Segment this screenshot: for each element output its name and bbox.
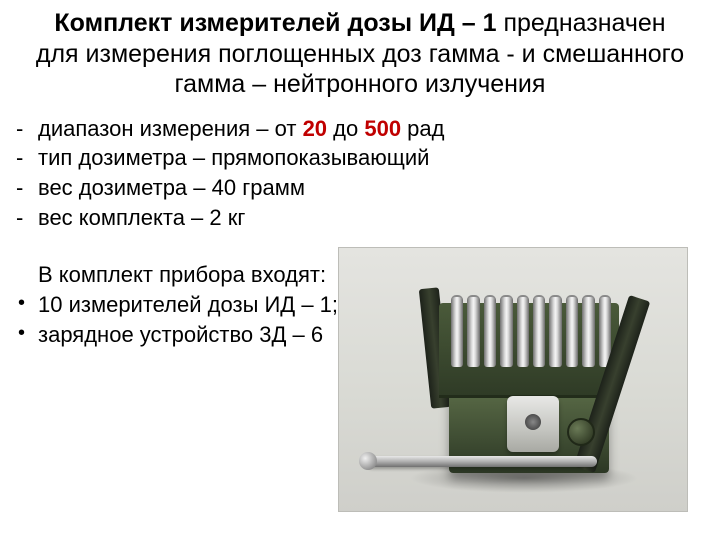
slide-heading: Комплект измерителей дозы ИД – 1 предназ… (0, 0, 720, 114)
dosimeter-tube (533, 295, 545, 367)
charging-rod (367, 456, 597, 467)
spec-type: тип дозиметра – прямопоказывающий (10, 143, 720, 173)
dosimeter-tube (484, 295, 496, 367)
range-prefix: диапазон измерения – от (38, 116, 303, 141)
dosimeter-tube (500, 295, 512, 367)
range-low: 20 (303, 116, 327, 141)
side-knob (567, 418, 595, 446)
spec-weight-dosimeter: вес дозиметра – 40 грамм (10, 173, 720, 203)
dosimeter-tube (451, 295, 463, 367)
range-mid: до (327, 116, 364, 141)
dosimeter-tube (467, 295, 479, 367)
spec-weight-kit: вес комплекта – 2 кг (10, 203, 720, 233)
spec-range: диапазон измерения – от 20 до 500 рад (10, 114, 720, 144)
front-latch (507, 396, 559, 452)
dosimeter-tube (566, 295, 578, 367)
heading-title: Комплект измерителей дозы ИД – 1 (54, 9, 496, 37)
range-suffix: рад (401, 116, 444, 141)
spec-list: диапазон измерения – от 20 до 500 рад ти… (10, 114, 720, 233)
dosimeter-tube (517, 295, 529, 367)
dosimeter-tube (582, 295, 594, 367)
device-photo (338, 247, 688, 512)
range-high: 500 (364, 116, 401, 141)
tubes-row (451, 292, 611, 367)
dosimeter-tube (549, 295, 561, 367)
rod-cap (359, 452, 377, 470)
